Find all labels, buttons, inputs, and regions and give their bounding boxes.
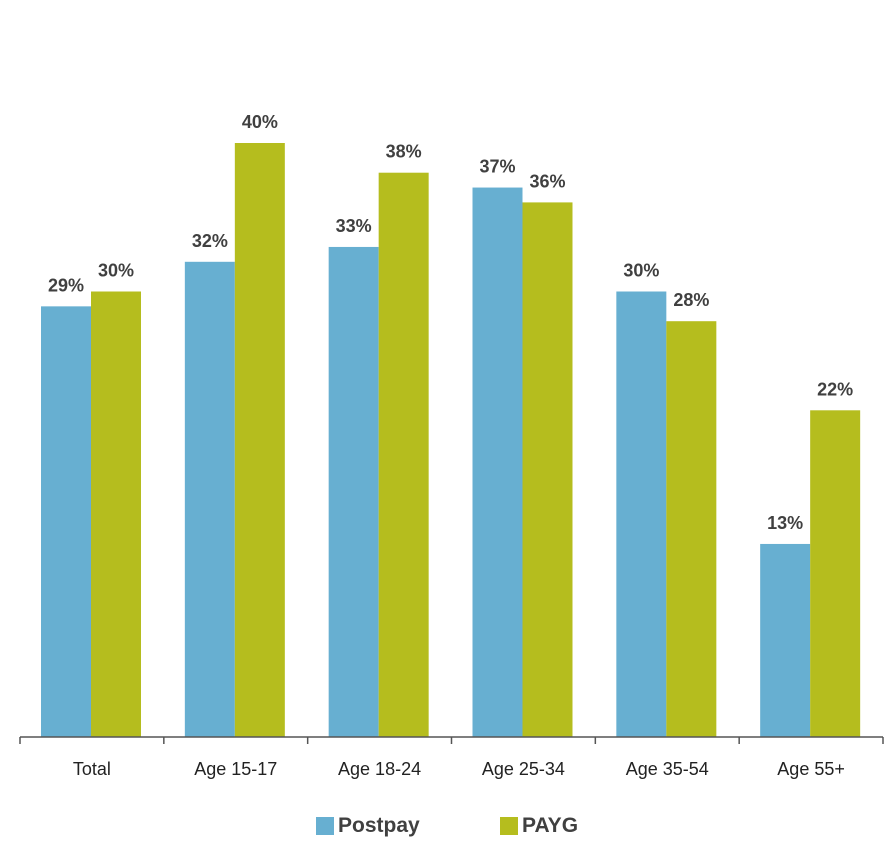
value-label-payg-1: 40% [242, 112, 278, 132]
value-label-payg-3: 36% [529, 171, 565, 191]
category-label-1: Age 15-17 [194, 759, 277, 779]
bar-payg-5 [810, 410, 861, 737]
legend-label-postpay: Postpay [338, 814, 420, 837]
bar-payg-1 [234, 143, 285, 737]
bar-payg-3 [522, 202, 573, 737]
value-label-payg-0: 30% [98, 261, 134, 281]
value-label-postpay-5: 13% [767, 513, 803, 533]
value-label-postpay-3: 37% [479, 157, 515, 177]
value-label-payg-2: 38% [386, 142, 422, 162]
bar-postpay-2 [328, 246, 379, 737]
bar-postpay-1 [184, 261, 235, 737]
bar-payg-2 [378, 172, 429, 737]
bars-group [41, 143, 861, 738]
category-label-2: Age 18-24 [338, 759, 421, 779]
value-label-payg-5: 22% [817, 379, 853, 399]
value-labels-group: 29% 30% 32% 40% 33% 38% 37% 36% 30% 28% 13% 22% [48, 112, 853, 533]
bar-payg-4 [666, 321, 717, 737]
bar-chart: 29% 30% 32% 40% 33% 38% 37% 36% 30% 28% 13% 22% Tot… [19, 112, 884, 779]
legend-label-payg: PAYG [522, 814, 579, 837]
bar-payg-0 [91, 291, 141, 737]
bar-postpay-3 [472, 187, 523, 738]
bar-postpay-5 [760, 543, 811, 737]
legend: Postpay PAYG [0, 814, 886, 844]
bar-postpay-0 [41, 306, 91, 737]
legend-swatch-payg [500, 817, 518, 835]
bar-postpay-4 [616, 291, 667, 737]
value-label-payg-4: 28% [673, 290, 709, 310]
legend-item-postpay: Postpay [316, 814, 420, 838]
value-label-postpay-1: 32% [192, 231, 228, 251]
x-axis-ticks [19, 737, 884, 744]
category-label-5: Age 55+ [777, 759, 845, 779]
category-label-3: Age 25-34 [482, 759, 565, 779]
legend-item-payg: PAYG [500, 814, 578, 838]
category-label-0: Total [73, 759, 111, 779]
legend-swatch-postpay [316, 817, 334, 835]
value-label-postpay-4: 30% [623, 261, 659, 281]
value-label-postpay-0: 29% [48, 275, 84, 295]
value-label-postpay-2: 33% [336, 216, 372, 236]
category-labels-group: Total Age 15-17 Age 18-24 Age 25-34 Age 35-5… [73, 759, 845, 779]
category-label-4: Age 35-54 [626, 759, 709, 779]
